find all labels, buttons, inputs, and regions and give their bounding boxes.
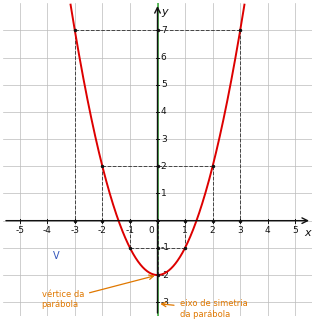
Text: -4: -4 — [43, 226, 52, 234]
Text: 7: 7 — [161, 26, 167, 35]
Text: vértice da
parábola: vértice da parábola — [42, 275, 153, 309]
Text: y: y — [161, 7, 168, 17]
Text: -3: -3 — [161, 298, 170, 307]
Text: eixo de simetria
da parábola: eixo de simetria da parábola — [162, 300, 247, 319]
Text: 2: 2 — [210, 226, 215, 234]
Text: 3: 3 — [237, 226, 243, 234]
Text: x: x — [304, 228, 311, 238]
Text: -1: -1 — [125, 226, 135, 234]
Text: -3: -3 — [70, 226, 79, 234]
Text: -1: -1 — [161, 243, 170, 252]
Text: 2: 2 — [161, 162, 166, 171]
Text: 1: 1 — [161, 189, 167, 198]
Text: -2: -2 — [98, 226, 107, 234]
Text: -5: -5 — [15, 226, 24, 234]
Text: 5: 5 — [161, 80, 167, 89]
Text: 3: 3 — [161, 135, 167, 144]
Text: 4: 4 — [161, 108, 166, 116]
Text: 6: 6 — [161, 53, 167, 62]
Text: V: V — [53, 251, 60, 262]
Text: 1: 1 — [182, 226, 188, 234]
Text: -2: -2 — [161, 271, 170, 279]
Text: 4: 4 — [265, 226, 271, 234]
Text: 5: 5 — [292, 226, 298, 234]
Text: 0: 0 — [148, 226, 154, 234]
